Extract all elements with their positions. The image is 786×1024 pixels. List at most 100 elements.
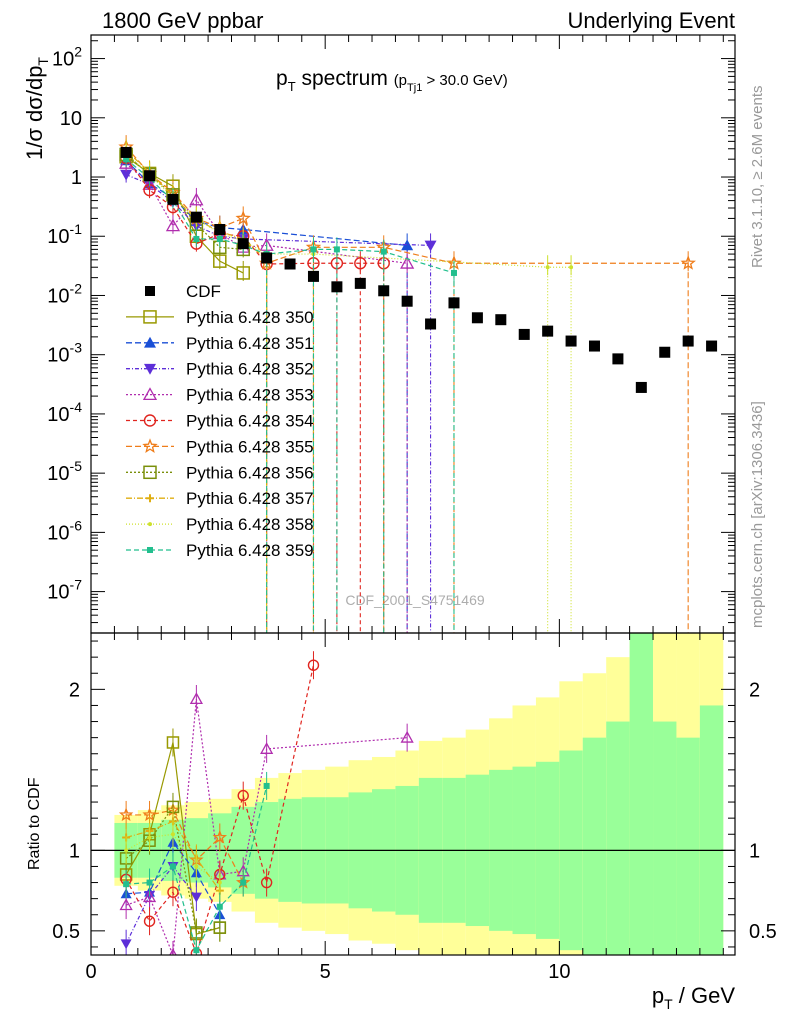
marker xyxy=(237,789,249,802)
marker xyxy=(190,892,202,903)
y-tick-label: 102 xyxy=(52,44,82,71)
band-inner xyxy=(629,633,654,955)
ratio-tick-label-right: 0.5 xyxy=(749,921,777,943)
axes: 0 5 10 10-7 10-6 10-5 10-4 10-3 10-2 10-1 1 10 102 0.… xyxy=(47,34,777,983)
cdf-point xyxy=(120,146,132,158)
marker xyxy=(142,438,158,453)
legend-label: Pythia 6.428 355 xyxy=(186,437,314,456)
cdf-point xyxy=(144,170,156,182)
marker xyxy=(310,246,317,253)
x-axis-label: pT / GeV xyxy=(652,983,735,1012)
legend: CDF Pythia 6.428 350 Pythia 6.428 351 Pythi… xyxy=(126,282,314,560)
cdf-point xyxy=(401,295,413,307)
marker xyxy=(142,387,158,401)
cdf-point xyxy=(542,325,554,337)
marker xyxy=(123,156,130,163)
series-line xyxy=(125,153,572,268)
mcplots-label: mcplots.cern.ch [arXiv:1306.3436] xyxy=(749,401,766,628)
band-inner xyxy=(582,737,607,955)
cdf-point xyxy=(495,314,507,326)
marker xyxy=(147,547,153,553)
band-inner xyxy=(653,721,677,955)
legend-label: Pythia 6.428 356 xyxy=(186,463,314,482)
cdf-point xyxy=(354,277,366,289)
cdf-point xyxy=(261,252,273,264)
marker xyxy=(545,265,550,270)
y-tick-label: 10-5 xyxy=(47,458,82,485)
marker xyxy=(213,921,227,934)
ratio-line xyxy=(125,698,408,955)
marker xyxy=(119,898,133,911)
marker xyxy=(260,742,274,754)
ratio-bands xyxy=(91,633,735,955)
marker xyxy=(400,730,414,743)
cdf-point xyxy=(378,285,390,297)
legend-label: Pythia 6.428 357 xyxy=(186,489,314,508)
marker xyxy=(148,522,152,527)
y-axis-label: 1/σ dσ/dpT xyxy=(22,57,51,160)
y-tick-label: 1 xyxy=(71,167,82,189)
legend-label: CDF xyxy=(186,282,221,301)
marker xyxy=(170,832,175,837)
marker xyxy=(194,864,199,869)
header-left: 1800 GeV ppbar xyxy=(102,8,263,33)
marker xyxy=(401,239,414,251)
ratio-tick-label-left: 0.5 xyxy=(52,921,80,943)
marker xyxy=(143,310,157,324)
marker xyxy=(236,266,250,280)
ratio-y-label: Ratio to CDF xyxy=(26,777,43,870)
marker xyxy=(333,246,340,253)
cdf-point xyxy=(682,335,694,347)
marker xyxy=(143,465,157,480)
legend-label: Pythia 6.428 354 xyxy=(186,412,314,431)
cdf-point xyxy=(588,340,600,352)
marker xyxy=(400,255,415,269)
cdf-point xyxy=(307,270,319,282)
marker xyxy=(235,210,251,225)
marker xyxy=(217,880,222,885)
cdf-point xyxy=(471,312,483,324)
marker xyxy=(167,886,179,898)
marker xyxy=(380,248,387,255)
series-line xyxy=(125,146,689,264)
cdf-point xyxy=(635,381,647,393)
svg-text:pT spectrum (pTj1 > 30.0: pT spectrum (pTj1 > 30.0 GeV) xyxy=(276,67,508,94)
ratio-tick-label-right: 2 xyxy=(749,679,760,701)
marker xyxy=(240,879,247,886)
marker xyxy=(193,235,200,242)
cdf-point xyxy=(612,353,624,365)
svg-text:1/σ dσ/dpT: 1/σ dσ/dpT xyxy=(22,57,51,160)
cdf-point xyxy=(214,223,226,235)
marker xyxy=(450,269,457,276)
legend-label: Pythia 6.428 353 xyxy=(186,386,314,405)
ratio-tick-label-right: 1 xyxy=(749,840,760,862)
marker xyxy=(169,863,176,870)
marker xyxy=(166,736,180,749)
rivet-label: Rivet 3.1.10, ≥ 2.6M events xyxy=(749,86,766,269)
marker xyxy=(193,947,200,954)
cdf-point xyxy=(706,340,718,352)
marker xyxy=(142,890,157,903)
x-tick-label: 0 xyxy=(85,961,96,983)
band-inner xyxy=(699,705,724,955)
marker xyxy=(120,169,133,181)
band-inner xyxy=(606,721,630,955)
marker xyxy=(123,881,130,888)
ratio-line xyxy=(125,865,197,944)
y-tick-label: 10-3 xyxy=(47,340,82,367)
cdf-point xyxy=(284,258,296,270)
marker xyxy=(424,240,437,252)
y-tick-label: 10 xyxy=(60,108,82,130)
marker xyxy=(216,235,223,242)
ratio-line xyxy=(125,833,221,884)
marker xyxy=(189,192,204,206)
legend-label: Pythia 6.428 350 xyxy=(186,308,314,327)
marker xyxy=(143,414,157,427)
marker xyxy=(680,255,696,270)
marker xyxy=(569,265,574,270)
main-series xyxy=(118,135,718,633)
marker xyxy=(212,829,228,844)
marker xyxy=(145,286,155,296)
marker xyxy=(144,363,156,375)
marker xyxy=(124,848,129,853)
